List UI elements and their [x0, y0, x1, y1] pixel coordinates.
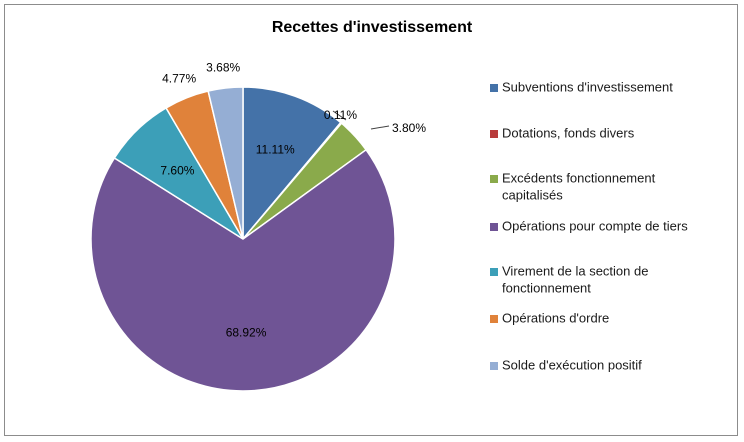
slice-data-label: 68.92%	[226, 325, 267, 339]
legend-swatch	[490, 362, 498, 370]
slice-data-label: 11.11%	[256, 143, 295, 157]
legend-swatch	[490, 315, 498, 323]
legend-label: Dotations, fonds divers	[502, 125, 635, 140]
chart-frame: Recettes d'investissement 11.11% 0.11% 3.8…	[4, 4, 738, 436]
legend-label: Opérations d'ordre	[502, 310, 609, 325]
pie-slice	[242, 86, 342, 242]
pie-slice	[90, 148, 396, 392]
legend-label: Solde d'exécution positif	[502, 357, 642, 372]
legend-label: Opérations pour compte de tiers	[502, 218, 688, 233]
legend-label: Virement de la section de	[502, 263, 648, 278]
legend-label: Subventions d'investissement	[502, 79, 673, 94]
pie-slice	[207, 86, 244, 240]
legend-swatch	[490, 223, 498, 231]
legend-swatch	[490, 268, 498, 276]
slice-data-label: 0.11%	[324, 108, 357, 122]
leader-line	[332, 110, 347, 121]
slice-data-label: 3.68%	[206, 61, 240, 75]
legend-label: capitalisés	[502, 187, 563, 202]
pie-chart: 11.11% 0.11% 3.80% 68.92% 7.60% 4.77% 3.68% Sub…	[90, 61, 688, 392]
legend-label: fonctionnement	[502, 280, 591, 295]
legend-swatch	[490, 175, 498, 183]
leader-line	[370, 125, 390, 130]
slice-data-label: 7.60%	[160, 164, 194, 178]
slice-data-label: 3.80%	[392, 121, 426, 135]
legend-swatch	[490, 84, 498, 92]
chart-title: Recettes d'investissement	[271, 19, 473, 36]
legend-label: Excédents fonctionnement	[502, 170, 656, 185]
legend-swatch	[490, 130, 498, 138]
slice-data-label: 4.77%	[162, 72, 196, 86]
